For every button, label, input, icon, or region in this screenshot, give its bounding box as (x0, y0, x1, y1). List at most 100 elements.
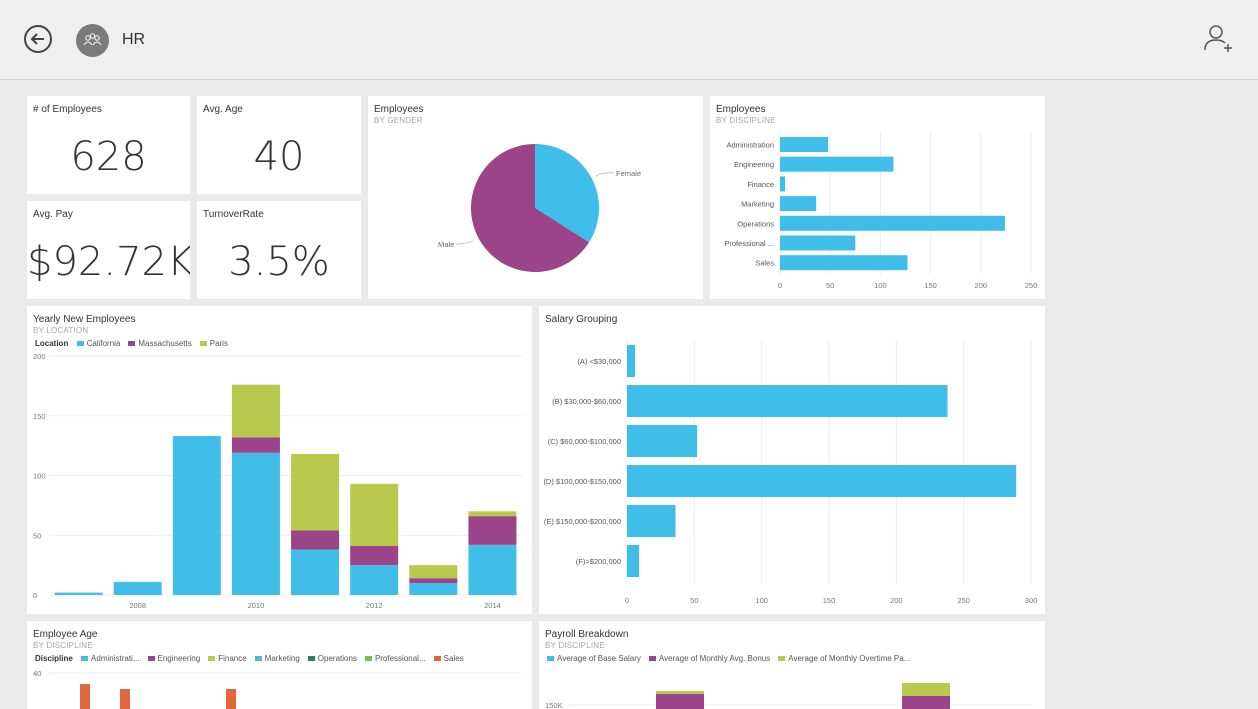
legend-item[interactable]: Average of Monthly Avg. Bonus (648, 654, 770, 663)
x-tick-label: 2008 (129, 601, 146, 610)
legend-label: Average of Base Salary (557, 654, 641, 663)
bar-segment (291, 549, 340, 595)
pie-slice-female (535, 144, 599, 243)
y-tick-label: (D) $100,000-$150,000 (543, 477, 621, 486)
chart-subtitle: BY GENDER (374, 116, 423, 125)
y-tick-label: 150K (545, 701, 563, 709)
bar-segment (350, 546, 399, 566)
legend-item[interactable]: Average of Base Salary (547, 654, 641, 663)
x-tick-label: 200 (975, 281, 988, 290)
legend-item[interactable]: Marketing (254, 654, 300, 663)
x-tick-label: 250 (957, 596, 970, 605)
gender-chart-tile[interactable]: Employees BY GENDER Female Male (368, 96, 703, 299)
legend-label: Marketing (264, 654, 300, 663)
legend-title: Location (35, 339, 69, 348)
bar (80, 684, 90, 709)
y-tick-label: 150 (33, 412, 46, 421)
legend-swatch (208, 656, 216, 662)
kpi-tile-avg-pay[interactable]: Avg. Pay $92.72K (27, 201, 190, 299)
legend-swatch (147, 656, 155, 662)
discipline-chart-tile[interactable]: Employees BY DISCIPLINE 0 50 100 150 200 250 A… (710, 96, 1045, 299)
bar-segment (468, 544, 517, 595)
y-tick-label: 200 (33, 352, 46, 361)
age-bar-chart: 40 (33, 669, 522, 709)
chart-legend: Average of Base Salary Average of Monthly… (547, 654, 918, 663)
chart-title: Employees (374, 104, 424, 115)
pie-slice-male (471, 144, 590, 272)
pie-label: Male (438, 240, 454, 249)
bar-segment (468, 511, 517, 517)
kpi-value: $92.72K (27, 239, 190, 285)
bar-segment (350, 483, 399, 547)
legend-item[interactable]: Professional... (364, 654, 426, 663)
salary-bar-chart: 0 50 100 150 200 250 300 (A) <$30,000 (B) $30,00… (543, 340, 1038, 605)
legend-item[interactable]: California (76, 339, 120, 348)
legend-item[interactable]: Massachusetts (128, 339, 192, 348)
x-tick-label: 2014 (484, 601, 501, 610)
legend-label: Finance (218, 654, 247, 663)
people-icon (76, 24, 109, 57)
age-chart-tile[interactable]: Employee Age BY DISCIPLINE Discipline Ad… (27, 621, 532, 709)
bar-segment (172, 436, 221, 595)
back-arrow-icon[interactable] (24, 25, 52, 53)
kpi-value: 3.5% (228, 239, 330, 285)
x-tick-label: 0 (625, 596, 629, 605)
bar (780, 196, 817, 212)
bar-segment (231, 452, 280, 595)
legend-label: Engineering (157, 654, 201, 663)
legend-item[interactable]: Finance (208, 654, 247, 663)
bar-segment (113, 581, 162, 595)
bar (627, 545, 640, 577)
legend-item[interactable]: Engineering (147, 654, 201, 663)
x-tick-label: 100 (874, 281, 887, 290)
bar (780, 255, 908, 271)
legend-swatch (648, 656, 656, 662)
legend-item[interactable]: Operations (307, 654, 357, 663)
legend-swatch (778, 656, 786, 662)
kpi-value: 40 (253, 134, 305, 180)
yearly-chart-tile[interactable]: Yearly New Employees BY LOCATION Locatio… (27, 306, 532, 614)
kpi-label: # of Employees (33, 104, 102, 115)
x-tick-label: 300 (1025, 596, 1038, 605)
legend-label: Paris (209, 339, 228, 348)
salary-chart-tile[interactable]: Salary Grouping 0 50 100 150 200 250 300 (A) <$… (539, 306, 1045, 614)
kpi-tile-turnover[interactable]: TurnoverRate 3.5% (197, 201, 361, 299)
legend-swatch (81, 656, 89, 662)
legend-label: Average of Monthly Overtime Pa... (788, 654, 911, 663)
bar-segment (409, 578, 458, 584)
bar (780, 137, 829, 152)
x-tick-label: 150 (924, 281, 937, 290)
y-tick-label: (F)>$200,000 (576, 557, 621, 566)
legend-item[interactable]: Average of Monthly Overtime Pa... (778, 654, 910, 663)
kpi-tile-avg-age[interactable]: Avg. Age 40 (197, 96, 361, 194)
legend-item[interactable]: Paris (199, 339, 228, 348)
bar-segment (468, 516, 517, 545)
chart-legend: Discipline Administrati... Engineering Fin… (35, 654, 472, 663)
payroll-stacked-bar-chart: 150K (545, 683, 1034, 709)
bar-segment (656, 694, 704, 709)
kpi-tile-employees[interactable]: # of Employees 628 (27, 96, 190, 194)
discipline-bar-chart: 0 50 100 150 200 250 Administration Engineering… (724, 132, 1037, 290)
x-tick-label: 2012 (366, 601, 383, 610)
legend-swatch (128, 341, 136, 347)
add-user-icon[interactable] (1202, 23, 1234, 55)
legend-swatch (254, 656, 262, 662)
x-tick-label: 0 (778, 281, 782, 290)
legend-item[interactable]: Sales (433, 654, 464, 663)
legend-label: Administrati... (91, 654, 140, 663)
chart-subtitle: BY LOCATION (33, 326, 89, 335)
legend-item[interactable]: Administrati... (81, 654, 140, 663)
y-tick-label: Administration (726, 141, 774, 150)
payroll-chart-tile[interactable]: Payroll Breakdown BY DISCIPLINE Average … (539, 621, 1045, 709)
kpi-value: 628 (70, 134, 147, 180)
legend-label: Sales (443, 654, 464, 663)
x-tick-label: 50 (826, 281, 834, 290)
page-title: HR (122, 31, 146, 48)
y-tick-label: Finance (747, 180, 774, 189)
bar-segment (656, 691, 704, 694)
y-tick-label: 0 (33, 591, 37, 600)
x-tick-label: 200 (890, 596, 903, 605)
bar (226, 689, 236, 709)
leader-line (595, 172, 615, 177)
bar-segment (902, 696, 950, 709)
